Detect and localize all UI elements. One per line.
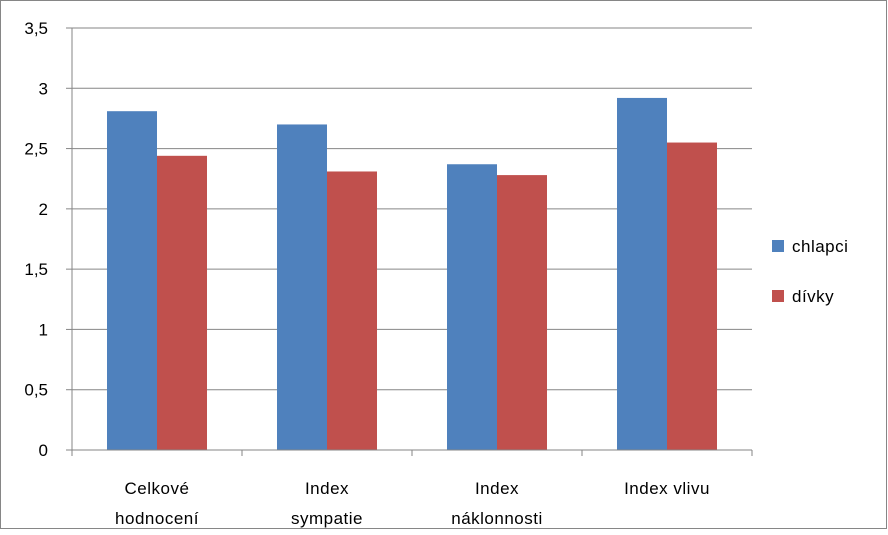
y-tick-label: 3,5 [24, 19, 48, 38]
y-tick-label: 0 [39, 441, 48, 460]
bar-dvky-0 [157, 155, 207, 450]
legend-label: dívky [792, 287, 834, 306]
bar-chlapci-0 [107, 111, 157, 451]
y-tick-label: 1 [39, 320, 48, 339]
x-tick-label: náklonnosti [451, 509, 543, 528]
y-tick-label: 2,5 [24, 140, 48, 159]
y-tick-label: 2 [39, 200, 48, 219]
legend: chlapci dívky [772, 237, 848, 306]
x-tick-label: Index [475, 479, 519, 498]
x-tick-label: hodnocení [115, 509, 199, 528]
x-tick-label: Index [305, 479, 349, 498]
y-tick-label: 1,5 [24, 260, 48, 279]
bar-chlapci-2 [447, 164, 497, 450]
bar-dvky-3 [667, 142, 717, 451]
y-tick-label: 3 [39, 79, 48, 98]
legend-label: chlapci [792, 237, 848, 256]
axes: 0 0,5 1 1,5 2 2,5 3 3,5 Celkové hodnocení Index sym… [24, 19, 753, 528]
bars [107, 97, 717, 451]
bar-chlapci-1 [277, 124, 327, 450]
x-tick-label: Index vlivu [624, 479, 710, 498]
x-tick-label: Celkové [125, 479, 190, 498]
legend-swatch [772, 240, 784, 252]
legend-swatch [772, 290, 784, 302]
bar-dvky-2 [497, 175, 547, 450]
x-tick-label: sympatie [291, 509, 363, 528]
y-tick-label: 0,5 [24, 381, 48, 400]
bar-dvky-1 [327, 171, 377, 451]
bar-chlapci-3 [617, 97, 667, 450]
